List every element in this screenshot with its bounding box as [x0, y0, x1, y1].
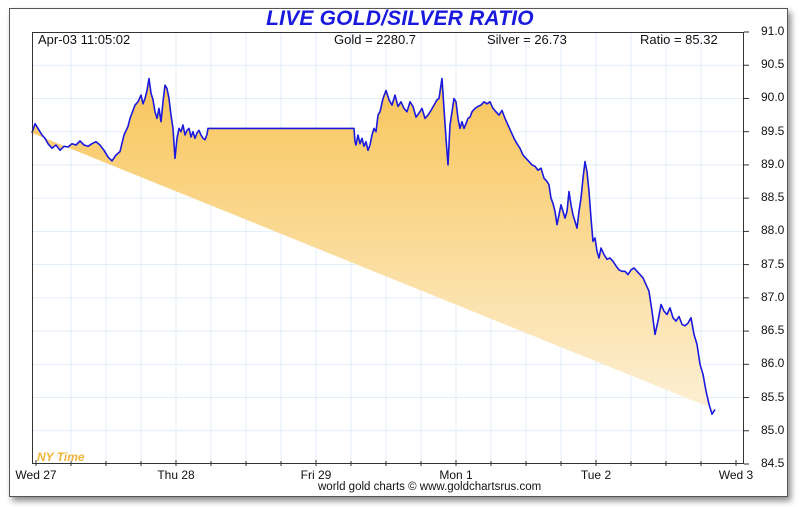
y-tick-label: 87.5 [761, 256, 785, 271]
x-tick-label: Wed 3 [718, 468, 754, 482]
y-tick-label: 88.5 [761, 190, 785, 205]
y-tick-label: 91.0 [761, 24, 785, 38]
ratio-value-label: Ratio = 85.32 [640, 32, 718, 47]
timezone-label: NY Time [37, 450, 85, 464]
y-tick-label: 85.5 [761, 389, 785, 404]
gold-price-label: Gold = 2280.7 [334, 32, 417, 47]
x-tick-label: Fri 29 [300, 468, 332, 482]
y-tick-label: 90.5 [761, 57, 785, 72]
source-credit: world gold charts © www.goldchartsrus.co… [318, 481, 542, 493]
y-tick-label: 87.0 [761, 289, 785, 304]
y-tick-label: 89.0 [761, 156, 785, 171]
x-tick-label: Wed 27 [15, 468, 57, 482]
x-axis-ticks [35, 460, 737, 466]
y-tick-label: 84.5 [761, 456, 785, 470]
x-tick-label: Mon 1 [439, 468, 473, 482]
plot-border [32, 32, 744, 464]
x-tick-label: Thu 28 [157, 468, 195, 482]
y-tick-label: 85.0 [761, 422, 785, 437]
silver-price-label: Silver = 26.73 [487, 32, 567, 47]
y-tick-label: 90.0 [761, 90, 785, 105]
ratio-line [31, 77, 716, 415]
timestamp-label: Apr-03 11:05:02 [38, 32, 131, 47]
ratio-area-fill [32, 78, 715, 415]
x-tick-label: Tue 2 [580, 468, 612, 482]
y-axis-ticks [744, 31, 749, 465]
y-tick-label: 88.0 [761, 223, 785, 238]
y-tick-label: 86.0 [761, 356, 785, 371]
y-tick-label: 86.5 [761, 323, 785, 338]
chart-title: LIVE GOLD/SILVER RATIO [266, 7, 534, 30]
y-tick-label: 89.5 [761, 123, 785, 138]
